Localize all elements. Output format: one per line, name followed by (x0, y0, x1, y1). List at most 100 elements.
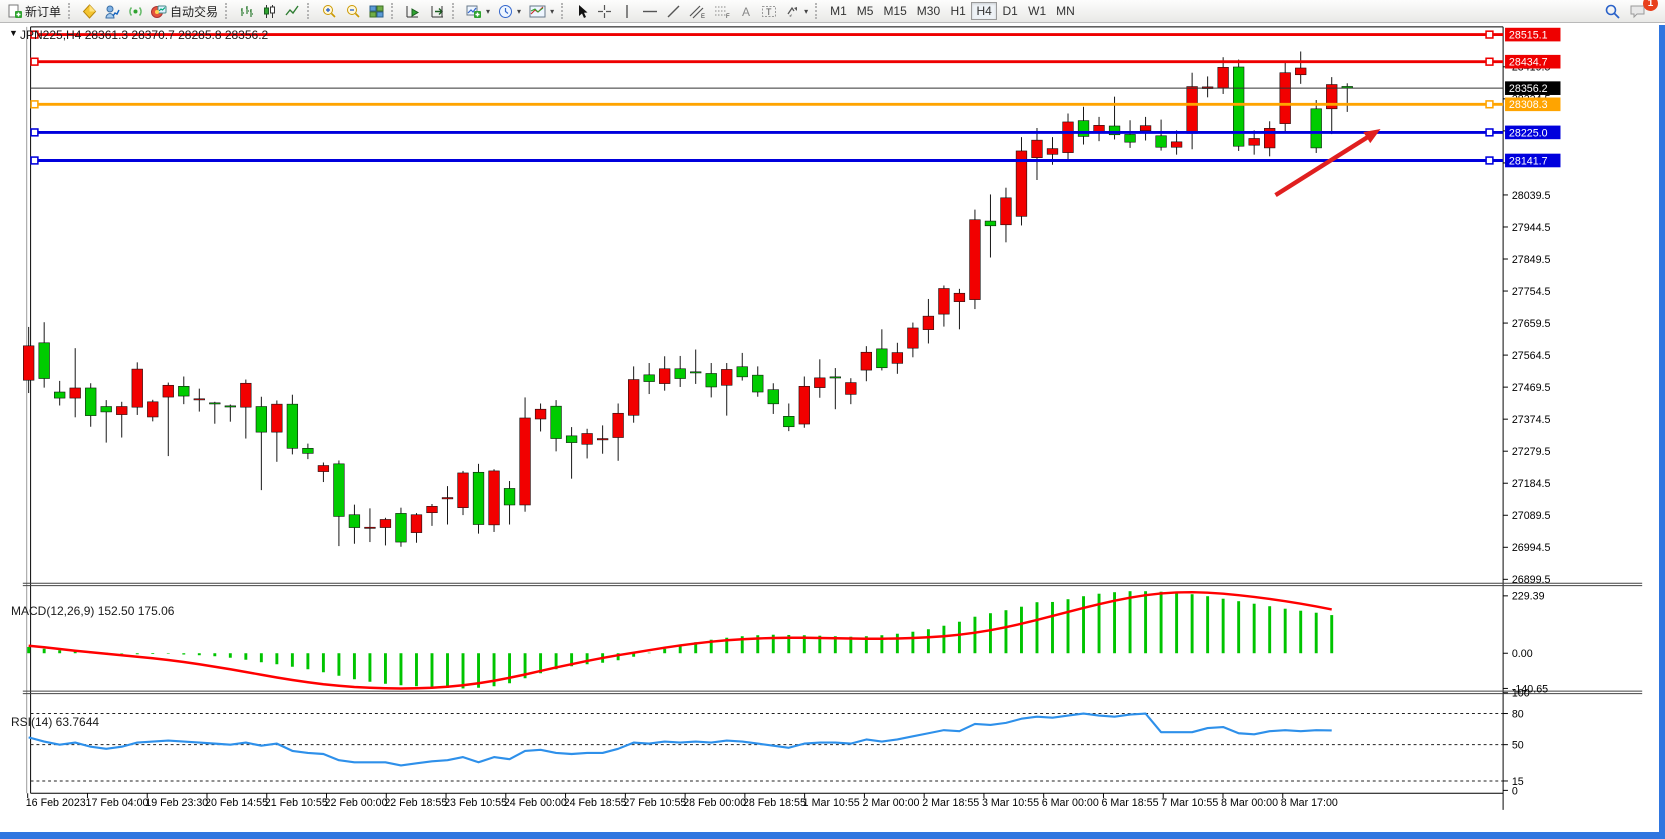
search-button[interactable] (1600, 1, 1625, 21)
tile-windows-button[interactable] (365, 1, 388, 21)
new-chart-icon (466, 5, 482, 18)
signals-button[interactable] (124, 1, 147, 21)
vertical-line-icon (626, 4, 628, 18)
time-axis-label: 3 Mar 10:55 (982, 797, 1039, 809)
bar-chart-button[interactable] (235, 1, 258, 21)
candle (116, 406, 128, 415)
candle (193, 398, 205, 401)
text-tool-button[interactable]: A (735, 1, 757, 21)
template-button[interactable]: ▾ (525, 1, 558, 21)
timeframe-d1-button[interactable]: D1 (997, 2, 1023, 20)
candle (705, 373, 717, 388)
timeframe-h4-button[interactable]: H4 (971, 2, 998, 20)
price-axis-tick-label: 27564.5 (1512, 350, 1551, 362)
line-anchor-handle[interactable] (30, 156, 39, 165)
auto-trading-label: 自动交易 (170, 4, 219, 19)
candle (1217, 67, 1229, 89)
price-line-tag-label: 28308.3 (1509, 99, 1548, 111)
candle (54, 391, 66, 399)
notifications-button[interactable]: 1 (1625, 0, 1658, 21)
crosshair-tool-button[interactable] (593, 1, 616, 21)
tile-windows-icon (369, 5, 384, 17)
price-chart[interactable]: 28419.528324.528229.528134.528039.527944… (0, 23, 1665, 839)
trendline-tool-button[interactable] (662, 1, 685, 21)
dropdown-caret-icon: ▾ (550, 6, 555, 16)
candle (162, 384, 174, 398)
toolbar: 新订单 (0, 0, 1665, 23)
timeframe-mn-button[interactable]: MN (1051, 2, 1080, 20)
price-line-tag-label: 28434.7 (1509, 57, 1548, 69)
period-button[interactable]: ▾ (494, 1, 525, 21)
candle (147, 401, 159, 418)
navigator-button[interactable] (101, 1, 124, 21)
new-order-button[interactable]: 新订单 (3, 1, 65, 21)
annotation-arrow-head[interactable] (1363, 129, 1381, 144)
cursor-tool-button[interactable] (571, 1, 593, 21)
auto-scroll-icon (406, 5, 420, 17)
timeframe-m30-button[interactable]: M30 (912, 2, 945, 20)
zoom-in-button[interactable] (317, 1, 341, 21)
channel-tool-button[interactable]: E (685, 1, 710, 21)
line-anchor-handle[interactable] (30, 30, 39, 39)
macd-axis-label: -140.65 (1512, 683, 1548, 695)
equidistant-channel-icon: E (689, 5, 705, 19)
price-axis-tick-label: 26994.5 (1512, 542, 1551, 554)
line-anchor-handle[interactable] (30, 128, 39, 137)
fibonacci-tool-button[interactable]: F (710, 1, 735, 21)
candle (364, 526, 376, 529)
template-icon (529, 5, 546, 17)
horizontal-line-tool-button[interactable] (638, 1, 662, 21)
timeframe-m1-button[interactable]: M1 (825, 2, 852, 20)
chart-shift-button[interactable] (425, 1, 449, 21)
candle (379, 519, 392, 528)
line-anchor-handle[interactable] (1485, 30, 1494, 39)
time-axis-label: 2 Mar 18:55 (922, 797, 979, 809)
rsi-line (28, 712, 1332, 767)
candle (240, 382, 252, 408)
line-chart-button[interactable] (281, 1, 304, 21)
new-order-icon (8, 4, 22, 18)
toolbar-grip (561, 3, 568, 19)
line-anchor-handle[interactable] (1485, 100, 1494, 109)
svg-text:E: E (701, 14, 705, 19)
auto-scroll-button[interactable] (401, 1, 425, 21)
candle (674, 368, 686, 379)
candle (1170, 141, 1183, 148)
line-anchor-handle[interactable] (30, 57, 39, 66)
new-chart-button[interactable]: ▾ (462, 1, 494, 21)
timeframe-h1-button[interactable]: H1 (945, 2, 971, 20)
time-axis-label: 2 Mar 00:00 (862, 797, 919, 809)
price-axis-tick-label: 27754.5 (1512, 286, 1551, 298)
candle (85, 387, 97, 416)
zoom-out-button[interactable] (341, 1, 365, 21)
time-axis-label: 8 Mar 00:00 (1221, 797, 1278, 809)
annotation-arrow[interactable] (1274, 134, 1371, 197)
toolbar-grip (225, 3, 232, 19)
candle (953, 292, 966, 302)
auto-trading-button[interactable]: 自动交易 (147, 1, 222, 21)
line-anchor-handle[interactable] (1485, 156, 1494, 165)
candle (565, 435, 578, 443)
text-label-tool-button[interactable]: T (757, 1, 781, 21)
dropdown-caret-icon: ▾ (517, 6, 522, 16)
symbol-dropdown-icon[interactable]: ▼ (9, 28, 18, 38)
line-anchor-handle[interactable] (1485, 128, 1494, 137)
candlestick-chart-button[interactable] (258, 1, 281, 21)
market-watch-button[interactable] (78, 1, 101, 21)
timeframe-w1-button[interactable]: W1 (1023, 2, 1051, 20)
price-axis-tick-label: 28039.5 (1512, 190, 1551, 202)
line-anchor-handle[interactable] (1485, 57, 1494, 66)
candle (845, 382, 857, 395)
vertical-line-tool-button[interactable] (616, 1, 638, 21)
candle (1186, 86, 1198, 134)
candle (550, 405, 562, 439)
line-anchor-handle[interactable] (30, 100, 39, 109)
candle (503, 488, 516, 506)
candle (69, 387, 81, 399)
rsi-axis-label: 80 (1512, 708, 1524, 720)
arrows-tool-button[interactable]: ▾ (781, 1, 812, 21)
candle (643, 374, 655, 382)
timeframe-m15-button[interactable]: M15 (878, 2, 911, 20)
timeframe-m5-button[interactable]: M5 (852, 2, 879, 20)
candle (1310, 108, 1322, 149)
